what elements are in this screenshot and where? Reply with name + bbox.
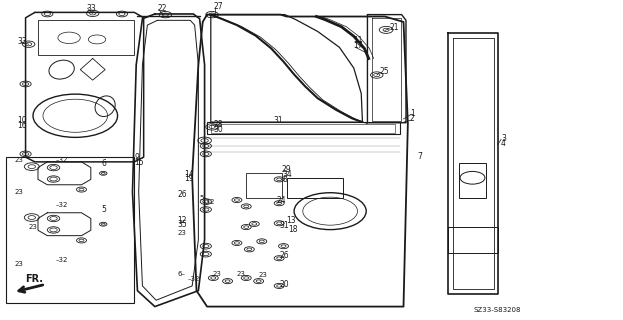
Text: 18: 18 [288, 225, 297, 234]
Text: FR.: FR. [26, 274, 44, 284]
Text: –32: –32 [202, 199, 215, 205]
Text: 3: 3 [501, 133, 506, 142]
Text: 16: 16 [17, 121, 27, 131]
Text: 33: 33 [87, 4, 96, 13]
Text: 6–: 6– [177, 271, 185, 277]
Text: 23: 23 [14, 261, 23, 267]
Text: 26: 26 [279, 251, 289, 260]
Text: –32: –32 [55, 202, 68, 208]
Text: 23: 23 [177, 230, 186, 236]
Text: 26: 26 [178, 190, 188, 199]
Text: 4: 4 [501, 139, 506, 148]
Text: 33: 33 [17, 37, 27, 46]
Text: 31: 31 [273, 116, 283, 125]
Text: 11: 11 [353, 36, 363, 44]
Text: 21: 21 [389, 23, 399, 32]
Text: 28: 28 [213, 120, 223, 129]
Text: 27: 27 [213, 2, 223, 11]
Text: –32: –32 [187, 276, 199, 282]
Text: 20: 20 [279, 280, 289, 290]
Text: 1: 1 [410, 109, 414, 118]
Text: 34: 34 [283, 170, 293, 179]
Text: 15: 15 [135, 158, 144, 167]
Text: 29: 29 [282, 165, 292, 174]
Bar [287, 178, 343, 198]
Bar [207, 122, 400, 134]
Text: 23: 23 [259, 272, 267, 278]
Text: 23: 23 [14, 189, 23, 195]
Text: –32: –32 [55, 157, 68, 163]
Text: 12: 12 [177, 216, 187, 225]
Bar [211, 124, 395, 132]
Text: 19: 19 [184, 174, 194, 183]
Text: 6: 6 [102, 159, 107, 168]
Text: 23: 23 [237, 271, 246, 277]
Text: 7: 7 [417, 152, 422, 161]
Bar [6, 157, 135, 303]
Text: 9: 9 [135, 153, 139, 162]
Text: 8: 8 [283, 175, 288, 185]
Text: –32: –32 [55, 257, 68, 262]
Text: 35: 35 [177, 220, 187, 229]
Text: 23: 23 [29, 224, 37, 230]
Text: 24: 24 [277, 196, 287, 205]
Text: 5: 5 [102, 205, 107, 214]
Text: 2: 2 [410, 114, 414, 123]
Text: 23: 23 [14, 157, 23, 163]
Text: 13: 13 [287, 216, 297, 225]
Text: 5–: 5– [199, 195, 207, 201]
Text: 30: 30 [213, 124, 223, 134]
Bar [245, 173, 282, 198]
Bar [38, 20, 135, 55]
Text: 25: 25 [379, 67, 389, 76]
Text: 17: 17 [353, 41, 363, 50]
Text: 10: 10 [17, 116, 27, 125]
Text: 31: 31 [279, 221, 289, 230]
Bar [459, 164, 485, 198]
Text: SZ33-S83208: SZ33-S83208 [473, 307, 521, 313]
Text: 23: 23 [212, 271, 221, 277]
Text: 14: 14 [184, 170, 194, 179]
Text: 22: 22 [158, 4, 167, 13]
